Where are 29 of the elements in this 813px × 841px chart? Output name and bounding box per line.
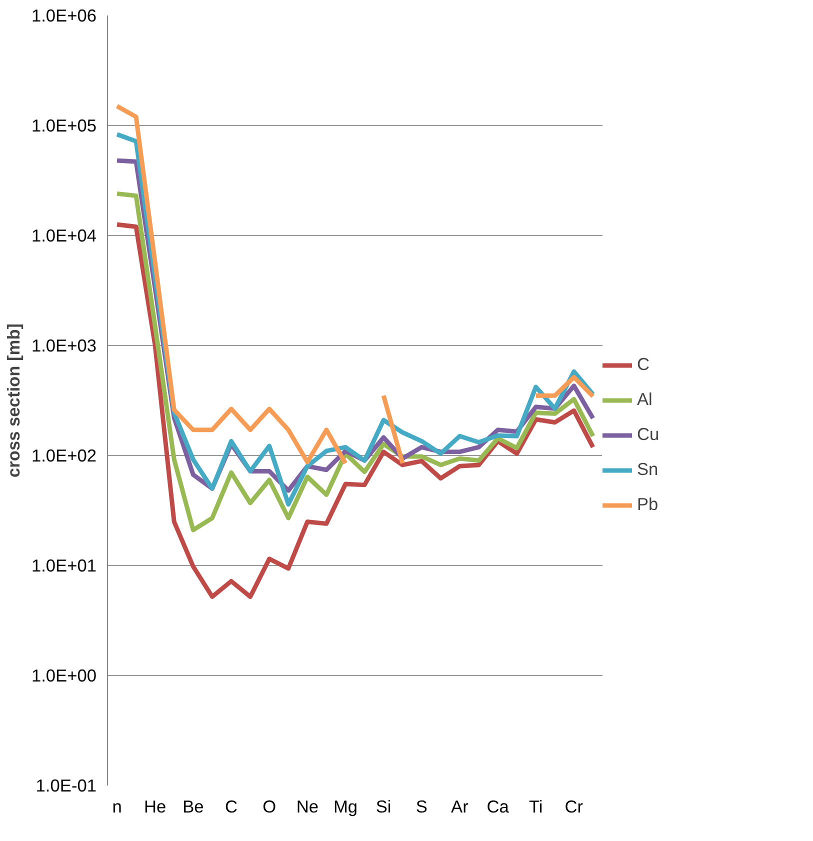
x-tick-label: Ne <box>296 796 318 816</box>
y-tick-label: 1.0E+00 <box>31 666 97 686</box>
x-tick-label: n <box>112 796 122 816</box>
y-tick-label: 1.0E+04 <box>31 226 97 246</box>
legend-label: C <box>637 354 651 375</box>
x-tick-label: O <box>262 796 276 816</box>
y-tick-label: 1.0E+06 <box>31 6 97 26</box>
line-series <box>114 222 596 599</box>
x-tick-label: Si <box>376 796 392 816</box>
x-tick-label: Ti <box>528 796 543 816</box>
x-tick-label: Ca <box>486 796 510 816</box>
x-tick-label: Cr <box>564 796 584 816</box>
x-tick-label: C <box>224 796 238 816</box>
legend-label: Sn <box>637 459 658 480</box>
line-series <box>114 191 596 532</box>
legend-label: Cu <box>637 424 660 445</box>
y-tick-label: 1.0E+02 <box>31 446 97 466</box>
y-tick-label: 1.0E+03 <box>31 336 97 356</box>
x-tick-label: He <box>144 796 166 816</box>
x-tick-label: Be <box>182 796 204 816</box>
x-tick-label: Mg <box>333 796 358 816</box>
y-axis-title: cross section [mb] <box>3 323 24 478</box>
y-tick-label: 1.0E+01 <box>31 556 97 576</box>
x-tick-label: Ar <box>451 796 469 816</box>
legend-label: Pb <box>637 494 658 515</box>
y-tick-label: 1.0E-01 <box>36 776 97 796</box>
y-tick-label: 1.0E+05 <box>31 116 97 136</box>
x-tick-label: S <box>416 796 428 816</box>
legend-label: Al <box>637 389 654 410</box>
